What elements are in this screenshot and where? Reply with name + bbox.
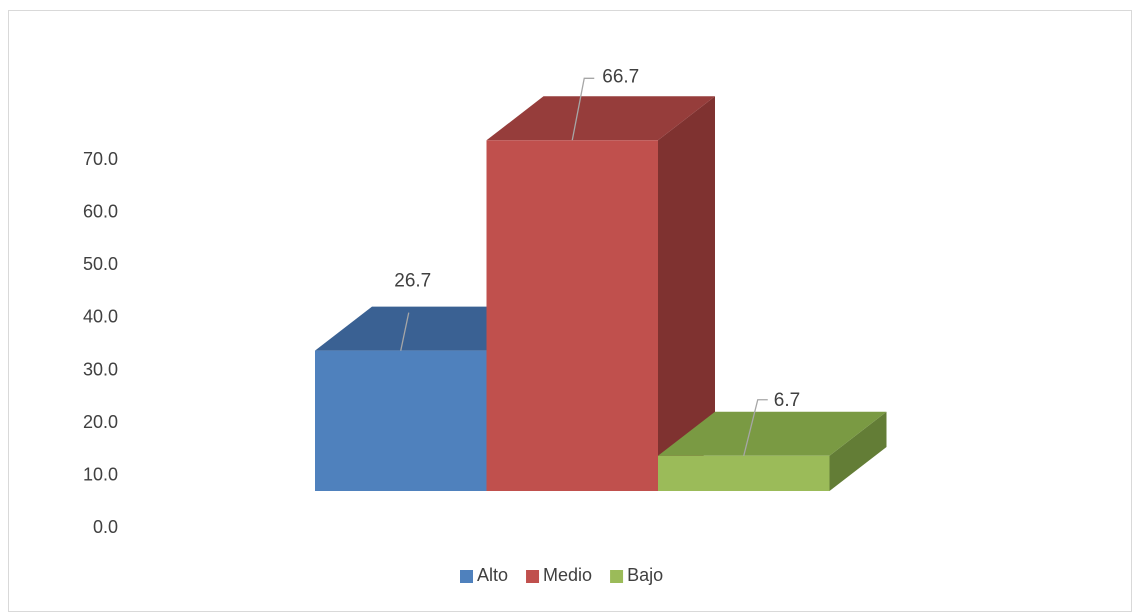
y-axis-labels: 0.0 10.0 20.0 30.0 40.0 50.0 60.0 70.0 <box>83 149 118 537</box>
bar-bajo <box>658 411 887 491</box>
legend-label: Medio <box>543 565 592 585</box>
legend-swatch <box>460 570 473 583</box>
legend: Alto Medio Bajo <box>460 565 663 585</box>
y-tick-label: 30.0 <box>83 359 118 379</box>
y-tick-label: 50.0 <box>83 254 118 274</box>
data-label-medio: 66.7 <box>602 66 639 87</box>
leader-line <box>571 77 595 141</box>
y-tick-label: 20.0 <box>83 412 118 432</box>
bar-side-face <box>829 411 887 491</box>
legend-swatch <box>526 570 540 583</box>
bars <box>315 96 887 492</box>
y-tick-label: 10.0 <box>83 464 118 484</box>
data-label-alto: 26.7 <box>394 271 431 292</box>
leader-line <box>400 312 410 351</box>
legend-item-medio: Medio <box>526 565 592 585</box>
bar-top-face <box>486 96 715 141</box>
data-label-bajo: 6.7 <box>774 390 800 411</box>
bar-front-face <box>486 140 658 492</box>
leader-line <box>743 399 768 456</box>
bar-side-face <box>658 96 715 492</box>
legend-item-bajo: Bajo <box>610 565 663 585</box>
bar-top-face <box>315 306 544 351</box>
legend-label: Alto <box>477 565 508 585</box>
y-tick-label: 0.0 <box>93 517 118 537</box>
legend-swatch <box>610 570 624 583</box>
bar-front-face <box>315 350 487 491</box>
bar-front-face <box>658 455 830 491</box>
legend-label: Bajo <box>627 565 663 585</box>
y-tick-label: 60.0 <box>83 202 118 222</box>
bar-top-face <box>658 411 887 456</box>
data-labels: 26.7 66.7 6.7 <box>394 66 800 456</box>
y-tick-label: 70.0 <box>83 149 118 169</box>
y-tick-label: 40.0 <box>83 307 118 327</box>
bar-medio <box>486 96 715 492</box>
legend-item-alto: Alto <box>460 565 508 585</box>
